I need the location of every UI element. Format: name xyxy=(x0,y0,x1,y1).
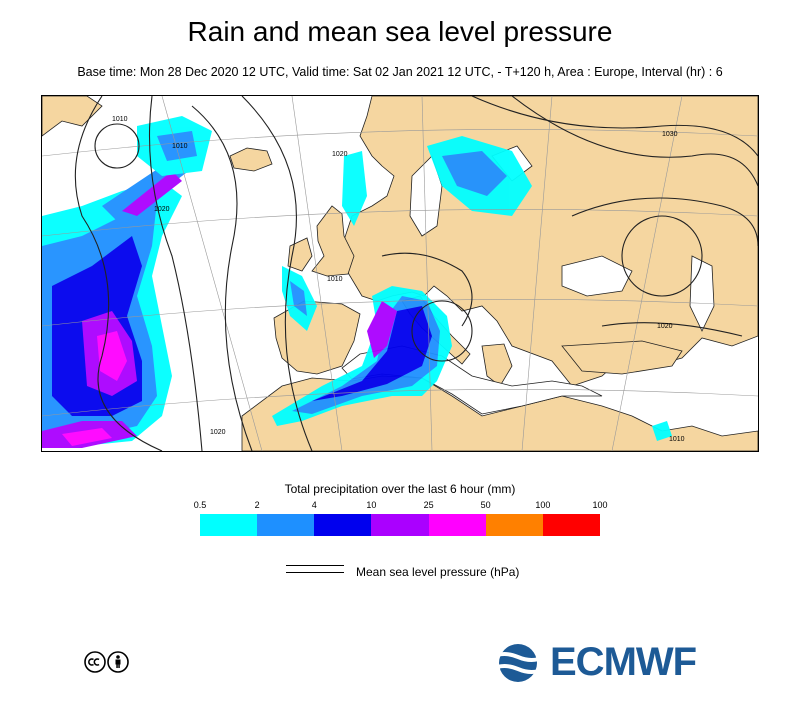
land-greenland xyxy=(42,96,103,137)
contour-label: 1030 xyxy=(662,131,678,138)
graticule xyxy=(42,96,758,451)
pressure-legend-line xyxy=(286,565,344,566)
colorbar-swatch xyxy=(314,514,372,536)
land-greece xyxy=(481,343,513,387)
precip-norway xyxy=(342,151,367,226)
pressure-legend: Mean sea level pressure (hPa) xyxy=(286,562,586,582)
precip-colorbar xyxy=(200,514,600,536)
colorbar-swatch xyxy=(371,514,429,536)
legend-tick: 100 xyxy=(535,500,551,510)
legend-tick: 25 xyxy=(423,500,434,510)
precip-north-streak-core xyxy=(122,171,182,216)
contour-label: 1020 xyxy=(154,206,170,213)
legend-tick: 10 xyxy=(366,500,377,510)
contour-label: 1010 xyxy=(669,436,685,443)
map-panel[interactable]: 1010 1020 1010 1030 1020 1010 1020 1010 … xyxy=(41,95,759,452)
contour-label: 1020 xyxy=(657,323,673,330)
colorbar-swatch xyxy=(542,514,600,536)
map-canvas: 1010 1020 1010 1030 1020 1010 1020 1010 … xyxy=(42,96,758,451)
contour-label: 1020 xyxy=(332,151,348,158)
caspian-sea xyxy=(689,255,715,332)
colorbar-swatch xyxy=(485,514,543,536)
precip-iceland-low-core xyxy=(157,131,197,161)
chart-title: Rain and mean sea level pressure xyxy=(187,16,613,47)
pressure-legend-label: Mean sea level pressure (hPa) xyxy=(356,565,520,579)
precipitation-field xyxy=(42,116,672,448)
legend-tick: 4 xyxy=(311,500,317,510)
legend-tick: 0.5 xyxy=(193,500,207,510)
colorbar-swatch xyxy=(428,514,486,536)
legend-tick: 2 xyxy=(254,500,260,510)
precip-med-heavy xyxy=(312,306,432,401)
contour-label: 1010 xyxy=(112,116,128,123)
contour-labels: 1010 1020 1010 1030 1020 1010 1020 1010 … xyxy=(112,116,685,443)
precip-sw-core xyxy=(62,428,112,446)
legend-tick: 100 xyxy=(592,500,608,510)
legend-tick: 50 xyxy=(480,500,491,510)
isobars xyxy=(74,96,758,451)
chart-subtitle: Base time: Mon 28 Dec 2020 12 UTC, Valid… xyxy=(77,65,723,79)
land-great-britain xyxy=(311,205,355,277)
precip-med-core xyxy=(367,301,397,358)
colorbar-swatch xyxy=(257,514,315,536)
precip-russia-core xyxy=(442,151,507,196)
precip-biscay-core xyxy=(290,281,307,316)
black-sea xyxy=(561,255,633,297)
pressure-legend-line xyxy=(286,572,344,573)
land-turkey xyxy=(561,340,683,375)
ecmwf-logo: ECMWF xyxy=(490,640,697,685)
creative-commons-badge xyxy=(84,651,130,678)
precip-legend-title: Total precipitation over the last 6 hour… xyxy=(284,482,516,496)
cc-by-icon xyxy=(84,651,129,673)
ecmwf-logo-text: ECMWF xyxy=(550,640,697,684)
contour-label: 1010 xyxy=(327,276,343,283)
ecmwf-logo-icon xyxy=(491,643,545,682)
precip-legend-ticks: 0.5 2 4 10 25 50 100 100 xyxy=(194,500,608,512)
land-iceland xyxy=(229,147,273,172)
colorbar-swatch xyxy=(200,514,258,536)
contour-label: 1010 xyxy=(172,143,188,150)
precip-east-med xyxy=(652,421,672,441)
contour-label: 1020 xyxy=(210,429,226,436)
